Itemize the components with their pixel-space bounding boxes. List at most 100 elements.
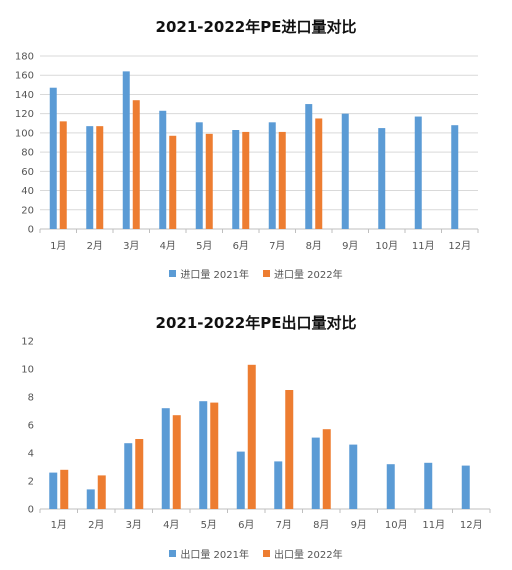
import-xtick-label: 1月 bbox=[50, 240, 66, 252]
import-xtick-label: 5月 bbox=[196, 240, 212, 252]
export-bar-2021-9 bbox=[349, 444, 358, 509]
export-chart: 2021-2022年PE出口量对比 0 2 4 6 8 10 12 1月 2月 3月 4月 5月 6月 7… bbox=[0, 292, 512, 570]
export-ytick-label: 0 bbox=[28, 505, 34, 516]
export-bar-2021-11 bbox=[424, 462, 433, 509]
export-chart-plot: 0 2 4 6 8 10 12 1月 2月 3月 4月 5月 6月 7月 8月 9月 10月 11月 12月 bbox=[21, 337, 491, 531]
export-xtick-label: 2月 bbox=[88, 519, 104, 531]
import-xtick-label: 10月 bbox=[375, 240, 398, 252]
import-ytick-label: 60 bbox=[21, 167, 34, 178]
legend-label-export-2022: 出口量 2022年 bbox=[274, 550, 343, 561]
export-bar-2022-8 bbox=[322, 429, 331, 509]
export-ytick-label: 10 bbox=[21, 365, 34, 376]
import-xtick-label: 7月 bbox=[269, 240, 285, 252]
import-xtick-label: 6月 bbox=[233, 240, 249, 252]
import-bar-2022-7 bbox=[278, 131, 286, 229]
export-ytick-label: 6 bbox=[28, 421, 34, 432]
import-ytick-label: 180 bbox=[15, 52, 34, 63]
export-bar-2021-6 bbox=[236, 451, 245, 509]
import-xtick-label: 3月 bbox=[123, 240, 139, 252]
import-bar-2021-5 bbox=[195, 122, 203, 229]
export-xtick-label: 11月 bbox=[422, 519, 445, 531]
export-xtick-label: 8月 bbox=[313, 519, 329, 531]
import-bar-2021-6 bbox=[232, 130, 240, 229]
import-bar-2021-10 bbox=[378, 128, 386, 229]
legend-label-import-2021: 进口量 2021年 bbox=[180, 270, 249, 281]
import-bar-2022-8 bbox=[315, 118, 323, 229]
import-ytick-label: 80 bbox=[21, 148, 34, 159]
import-xtick-label: 2月 bbox=[87, 240, 103, 252]
export-bar-2022-5 bbox=[210, 402, 219, 509]
legend-swatch-export-2021 bbox=[169, 550, 177, 557]
export-xtick-label: 10月 bbox=[385, 519, 408, 531]
import-xtick-label: 12月 bbox=[448, 240, 471, 252]
import-bar-2021-8 bbox=[305, 104, 313, 229]
import-ytick-label: 20 bbox=[21, 205, 34, 216]
legend-item-export-2022: 出口量 2022年 bbox=[263, 546, 343, 561]
import-xtick-label: 9月 bbox=[342, 240, 358, 252]
export-bar-2021-3 bbox=[124, 443, 133, 509]
import-ytick-label: 160 bbox=[15, 71, 34, 82]
import-bar-2022-3 bbox=[132, 100, 140, 229]
export-chart-title: 2021-2022年PE出口量对比 bbox=[155, 314, 357, 332]
export-chart-legend: 出口量 2021年 出口量 2022年 bbox=[0, 546, 512, 561]
export-ytick-label: 2 bbox=[28, 477, 34, 488]
export-bar-2022-7 bbox=[285, 390, 294, 509]
export-bar-2022-6 bbox=[247, 364, 256, 509]
import-chart-title: 2021-2022年PE进口量对比 bbox=[155, 18, 357, 36]
export-ytick-label: 4 bbox=[28, 449, 34, 460]
export-bar-2022-2 bbox=[97, 475, 106, 509]
import-bar-2021-3 bbox=[122, 71, 130, 229]
import-bar-2021-2 bbox=[86, 126, 94, 229]
import-bar-2022-2 bbox=[96, 126, 104, 229]
import-bar-2021-11 bbox=[414, 116, 422, 229]
import-bar-2022-1 bbox=[59, 121, 67, 229]
import-bar-2021-7 bbox=[268, 122, 276, 229]
import-ytick-label: 40 bbox=[21, 186, 34, 197]
import-xtick-label: 11月 bbox=[412, 240, 435, 252]
export-bar-2022-4 bbox=[172, 415, 181, 509]
legend-item-import-2022: 进口量 2022年 bbox=[263, 266, 343, 281]
export-bar-2021-7 bbox=[274, 461, 283, 509]
legend-swatch-export-2022 bbox=[263, 550, 270, 557]
import-ytick-label: 140 bbox=[15, 90, 34, 101]
import-ytick-label: 120 bbox=[15, 109, 34, 120]
import-ytick-label: 100 bbox=[15, 128, 34, 139]
import-bar-2022-5 bbox=[205, 133, 213, 229]
export-bar-2022-1 bbox=[60, 469, 69, 509]
export-xtick-label: 4月 bbox=[163, 519, 179, 531]
export-bar-2021-12 bbox=[461, 465, 470, 509]
import-xtick-label: 4月 bbox=[160, 240, 176, 252]
export-bar-2022-3 bbox=[135, 439, 144, 509]
export-ytick-label: 8 bbox=[28, 393, 34, 404]
export-bar-2021-2 bbox=[86, 489, 95, 509]
legend-swatch-import-2022 bbox=[263, 270, 270, 277]
import-chart-plot: 0 20 40 60 80 100 120 140 160 180 1月 2月 3月 4月 5月 6月 7月 8月… bbox=[15, 52, 479, 252]
import-chart: 2021-2022年PE进口量对比 0 20 40 60 80 100 120 140 160 1… bbox=[0, 18, 512, 281]
import-bar-2021-12 bbox=[451, 125, 459, 229]
export-xtick-label: 3月 bbox=[126, 519, 142, 531]
export-xtick-label: 9月 bbox=[351, 519, 367, 531]
import-bar-2021-9 bbox=[341, 113, 349, 229]
legend-label-export-2021: 出口量 2021年 bbox=[180, 550, 249, 561]
legend-swatch-import-2021 bbox=[169, 270, 177, 277]
export-ytick-label: 12 bbox=[21, 337, 34, 348]
import-chart-legend: 进口量 2021年 进口量 2022年 bbox=[0, 266, 512, 281]
import-bar-2021-4 bbox=[159, 110, 167, 229]
export-xtick-label: 7月 bbox=[276, 519, 292, 531]
export-xtick-label: 12月 bbox=[460, 519, 483, 531]
import-bar-2022-6 bbox=[242, 131, 250, 229]
legend-item-import-2021: 进口量 2021年 bbox=[169, 266, 249, 281]
export-xtick-label: 1月 bbox=[51, 519, 67, 531]
legend-label-import-2022: 进口量 2022年 bbox=[274, 270, 343, 281]
export-bar-2021-10 bbox=[386, 464, 395, 509]
legend-item-export-2021: 出口量 2021年 bbox=[169, 546, 249, 561]
import-xtick-label: 8月 bbox=[306, 240, 322, 252]
export-xtick-label: 6月 bbox=[238, 519, 254, 531]
import-ytick-label: 0 bbox=[28, 225, 34, 236]
import-bar-2022-4 bbox=[169, 135, 177, 229]
export-bar-2021-5 bbox=[199, 401, 208, 509]
import-bar-2021-1 bbox=[49, 87, 57, 229]
export-bar-2021-4 bbox=[161, 408, 170, 509]
export-bar-2021-8 bbox=[311, 437, 320, 509]
export-xtick-label: 5月 bbox=[201, 519, 217, 531]
